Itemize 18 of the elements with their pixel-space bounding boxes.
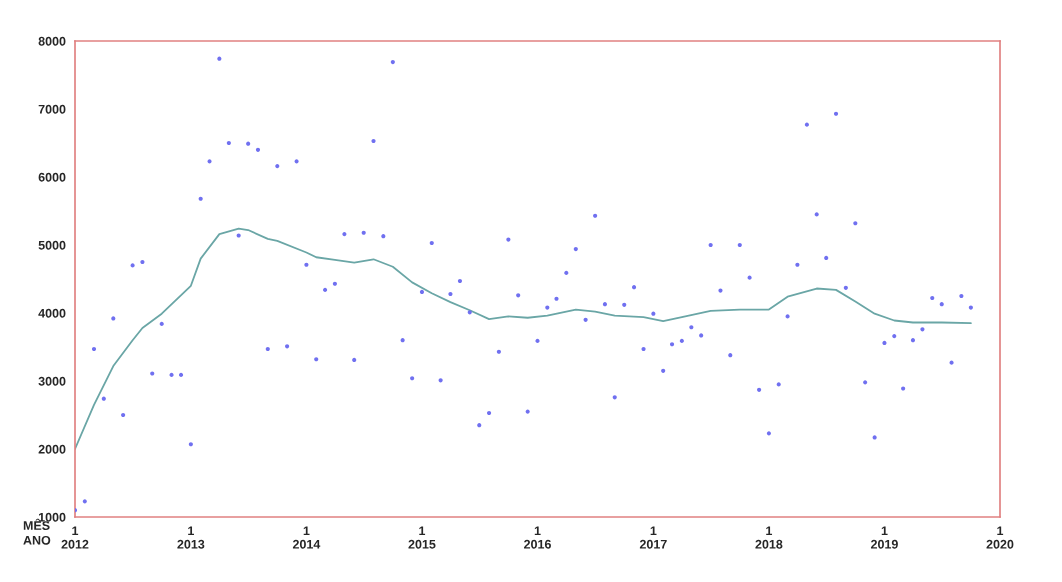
x-tick-label: 1 2016	[524, 526, 551, 549]
x-tick-label: 1 2017	[639, 526, 667, 549]
x-tick-label: 1 2018	[755, 526, 783, 549]
y-tick-label: 3000	[38, 376, 66, 386]
y-tick-label: 7000	[38, 104, 66, 114]
x-tick-label: 1 2020	[986, 526, 1014, 549]
x-tick-label: 1 2012	[61, 526, 89, 549]
y-tick-label: 8000	[38, 36, 66, 46]
x-tick-label: 1 2013	[177, 526, 205, 549]
line-series	[75, 227, 972, 450]
x-tick-label: 1 2015	[408, 526, 436, 549]
y-tick-label: 5000	[38, 240, 66, 250]
x-tick-label: 1 2014	[292, 526, 321, 549]
y-tick-label: 2000	[38, 444, 66, 454]
x-tick-label: 1 2019	[870, 526, 898, 549]
y-tick-label: 4000	[38, 308, 66, 318]
y-tick-label: 6000	[38, 172, 66, 182]
text: ANO	[23, 535, 51, 545]
